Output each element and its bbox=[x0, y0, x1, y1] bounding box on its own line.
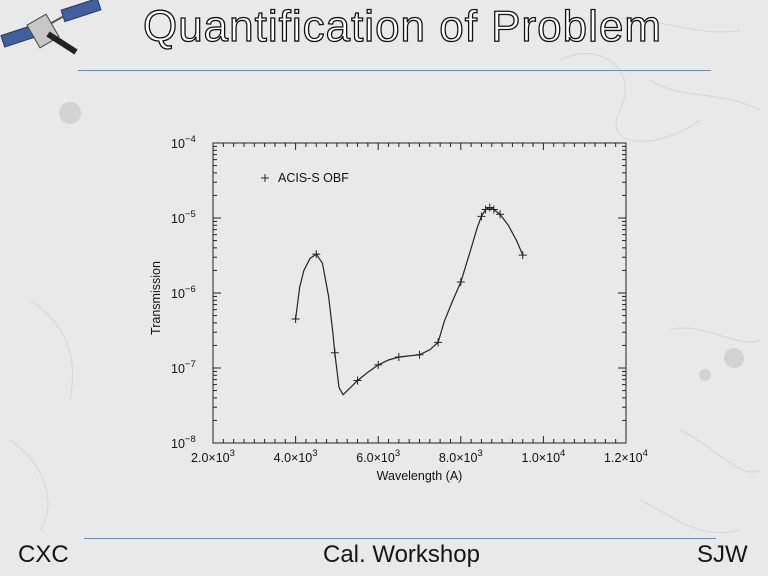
legend-marker bbox=[261, 174, 269, 182]
footer-divider bbox=[84, 538, 716, 539]
y-tick-label: 10−8 bbox=[171, 434, 196, 451]
data-point-marker bbox=[415, 350, 424, 359]
data-point-marker bbox=[394, 353, 403, 362]
title-divider bbox=[78, 70, 711, 71]
y-tick-label: 10−7 bbox=[171, 359, 196, 376]
data-point-marker bbox=[330, 348, 339, 357]
satellite-icon bbox=[0, 0, 102, 55]
footer-right-label: SJW bbox=[697, 541, 748, 568]
data-point-marker bbox=[485, 203, 494, 212]
x-tick-label: 6.0×103 bbox=[356, 448, 400, 465]
y-axis-label: Transmission bbox=[149, 261, 163, 335]
footer-left-label: CXC bbox=[18, 541, 69, 568]
x-tick-label: 1.0×104 bbox=[521, 448, 565, 465]
data-point-marker bbox=[456, 278, 465, 287]
data-point-marker bbox=[477, 212, 486, 221]
plot-frame bbox=[212, 142, 627, 444]
legend-label: ACIS-S OBF bbox=[278, 171, 349, 185]
x-tick-label: 4.0×103 bbox=[274, 448, 318, 465]
x-tick-label: 1.2×104 bbox=[604, 448, 648, 465]
data-point-marker bbox=[353, 376, 362, 385]
data-point-marker bbox=[496, 210, 505, 219]
data-point-marker bbox=[374, 360, 383, 369]
data-point-marker bbox=[434, 338, 443, 347]
data-point-marker bbox=[312, 250, 321, 259]
footer-center-label: Cal. Workshop bbox=[323, 541, 480, 568]
x-axis-label: Wavelength (A) bbox=[377, 469, 463, 483]
data-point-marker bbox=[518, 251, 527, 260]
x-tick-label: 2.0×103 bbox=[191, 448, 235, 465]
data-point-marker bbox=[481, 205, 490, 214]
data-point-marker bbox=[489, 205, 498, 214]
y-tick-label: 10−4 bbox=[171, 134, 196, 151]
data-point-marker bbox=[291, 315, 300, 324]
series-line bbox=[295, 206, 524, 396]
y-tick-label: 10−6 bbox=[171, 284, 196, 301]
x-tick-label: 8.0×103 bbox=[439, 448, 483, 465]
slide-title: Quantification of Problem bbox=[142, 1, 663, 51]
y-tick-label: 10−5 bbox=[171, 209, 196, 226]
